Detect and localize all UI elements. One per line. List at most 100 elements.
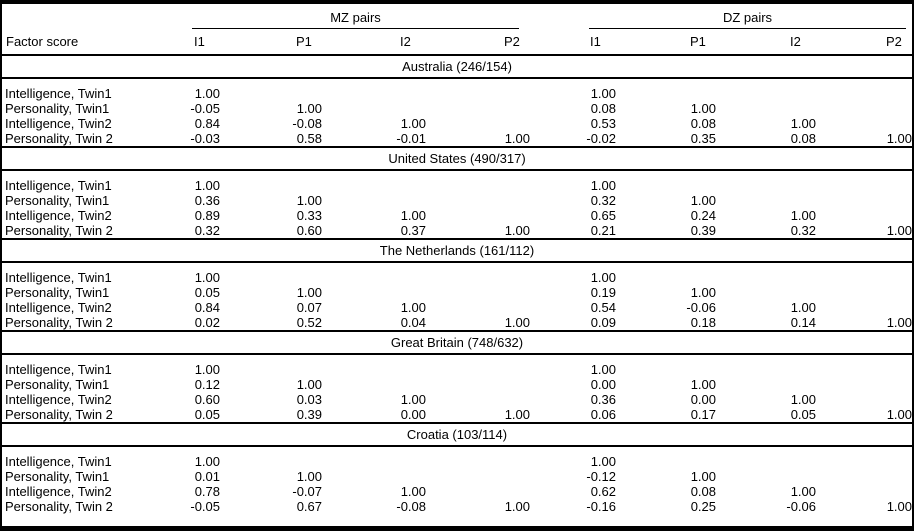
correlation-cell: 0.53: [590, 116, 616, 131]
row-label: Personality, Twin 2: [5, 315, 113, 330]
correlation-cell: [426, 300, 530, 315]
correlation-cell: [322, 101, 426, 116]
mz-pairs-group-label: MZ pairs: [192, 10, 519, 29]
correlation-cell: [716, 193, 816, 208]
column-header-dz-i2: I2: [716, 29, 816, 56]
table-row: Personality, Twin 2 -0.03 0.58 -0.01 1.0…: [2, 131, 912, 147]
correlation-cell: [716, 362, 816, 377]
column-header-dz-i1: I1: [530, 29, 616, 56]
twin-correlation-table: MZ pairs DZ pairs Factor score I1 P1 I2 …: [2, 4, 912, 514]
country-section: Croatia (103/114) Intelligence, Twin1 1.…: [2, 422, 912, 514]
row-label: Intelligence, Twin1: [5, 178, 112, 193]
section-spacer: [2, 78, 912, 86]
correlation-cell: 1.00: [194, 178, 220, 193]
section-spacer: [2, 262, 912, 270]
correlation-cell: [616, 362, 716, 377]
correlation-cell: [816, 469, 912, 484]
dz-pairs-group-cell: DZ pairs: [530, 4, 912, 29]
correlation-cell: [426, 454, 530, 469]
correlation-cell: [322, 270, 426, 285]
country-section: United States (490/317) Intelligence, Tw…: [2, 146, 912, 239]
table-row: Intelligence, Twin1 1.00 1.00: [2, 362, 912, 377]
correlation-cell: 0.65: [590, 208, 616, 223]
correlation-cell: [716, 86, 816, 101]
correlation-cell: 1.00: [690, 101, 716, 116]
correlation-cell: [426, 101, 530, 116]
correlation-cell: 0.01: [194, 469, 220, 484]
correlation-cell: [716, 101, 816, 116]
table-row: Intelligence, Twin1 1.00 1.00: [2, 454, 912, 469]
correlation-cell: [816, 86, 912, 101]
correlation-cell: [816, 193, 912, 208]
correlation-cell: 1.00: [400, 300, 426, 315]
correlation-cell: 0.78: [194, 484, 220, 499]
table-row: Personality, Twin1 -0.05 1.00 0.08 1.00: [2, 101, 912, 116]
row-label: Intelligence, Twin2: [5, 116, 112, 131]
correlation-cell: [426, 270, 530, 285]
correlation-cell: 1.00: [296, 285, 322, 300]
correlation-cell: 0.52: [296, 315, 322, 330]
correlation-cell: [716, 285, 816, 300]
correlation-cell: 0.06: [590, 407, 616, 422]
correlation-cell: 0.08: [690, 116, 716, 131]
correlation-cell: 0.07: [296, 300, 322, 315]
correlation-cell: [220, 178, 322, 193]
country-title: Great Britain (748/632): [2, 330, 912, 355]
correlation-cell: [816, 178, 912, 193]
table-row: Intelligence, Twin1 1.00 1.00: [2, 178, 912, 193]
correlation-cell: [220, 454, 322, 469]
correlation-cell: 1.00: [590, 270, 616, 285]
section-spacer: [2, 354, 912, 362]
correlation-cell: 1.00: [790, 484, 816, 499]
correlation-cell: -0.06: [686, 300, 716, 315]
table-row: Intelligence, Twin1 1.00 1.00: [2, 86, 912, 101]
correlation-cell: [716, 270, 816, 285]
correlation-cell: -0.02: [586, 131, 616, 146]
correlation-cell: 0.39: [296, 407, 322, 422]
country-header-row: The Netherlands (161/112): [2, 238, 912, 263]
correlation-cell: 0.05: [194, 285, 220, 300]
section-spacer: [2, 170, 912, 178]
country-title: United States (490/317): [2, 146, 912, 171]
correlation-cell: [816, 392, 912, 407]
correlation-cell: -0.16: [586, 499, 616, 514]
correlation-cell: 1.00: [590, 86, 616, 101]
correlation-cell: 0.00: [590, 377, 616, 392]
column-header-mz-p2: P2: [426, 29, 530, 56]
correlation-cell: 1.00: [296, 469, 322, 484]
correlation-cell: 0.02: [194, 315, 220, 330]
section-spacer-row: [2, 170, 912, 178]
correlation-cell: [220, 86, 322, 101]
column-header-mz-i2: I2: [322, 29, 426, 56]
correlation-cell: 1.00: [886, 131, 912, 146]
correlation-cell: 0.39: [690, 223, 716, 238]
group-header-spacer: [2, 4, 136, 29]
correlation-cell: -0.05: [190, 101, 220, 116]
correlation-cell: [220, 362, 322, 377]
correlation-cell: 0.05: [194, 407, 220, 422]
correlation-cell: -0.03: [190, 131, 220, 146]
correlation-cell: 1.00: [790, 208, 816, 223]
correlation-cell: -0.08: [292, 116, 322, 131]
correlation-cell: [816, 208, 912, 223]
correlation-cell: 1.00: [296, 193, 322, 208]
correlation-cell: [426, 116, 530, 131]
correlation-cell: [426, 392, 530, 407]
row-label: Personality, Twin1: [5, 469, 110, 484]
country-title: The Netherlands (161/112): [2, 238, 912, 263]
row-label: Personality, Twin1: [5, 377, 110, 392]
correlation-cell: [322, 362, 426, 377]
row-label: Personality, Twin 2: [5, 223, 113, 238]
correlation-cell: [716, 377, 816, 392]
correlation-cell: 0.32: [590, 193, 616, 208]
correlation-cell: [816, 270, 912, 285]
correlation-cell: [322, 285, 426, 300]
section-spacer-row: [2, 446, 912, 454]
correlation-cell: 0.32: [790, 223, 816, 238]
correlation-cell: 1.00: [194, 454, 220, 469]
correlation-cell: [816, 377, 912, 392]
country-header-row: United States (490/317): [2, 146, 912, 171]
table-row: Intelligence, Twin1 1.00 1.00: [2, 270, 912, 285]
correlation-cell: [816, 484, 912, 499]
correlation-cell: 0.09: [590, 315, 616, 330]
